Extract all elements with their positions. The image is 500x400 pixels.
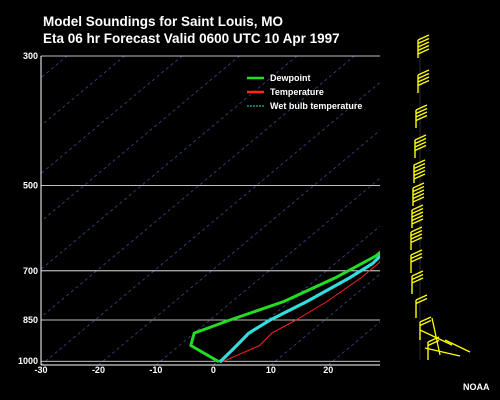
- wind-barb-surface: [444, 339, 471, 353]
- x-tick-label: 10: [266, 365, 276, 375]
- isotherm-line: [41, 56, 125, 127]
- skewed-isotherms: [0, 56, 500, 365]
- y-tick-label: 850: [23, 315, 38, 325]
- credit-label: NOAA: [463, 382, 490, 392]
- isotherm-line: [0, 56, 10, 365]
- x-tick-label: -30: [34, 365, 47, 375]
- wet-bulb-line: [219, 254, 380, 363]
- wind-barb: [415, 294, 428, 318]
- wind-barb: [411, 270, 424, 294]
- x-tick-label: -10: [149, 365, 162, 375]
- dewpoint-line: [189, 250, 380, 363]
- legend-label-dewpoint: Dewpoint: [270, 73, 311, 83]
- y-tick-label: 700: [23, 266, 38, 276]
- isotherm-line: [270, 273, 380, 365]
- isotherm-line: [41, 56, 183, 174]
- wind-barb: [411, 204, 424, 228]
- y-tick-label: 300: [23, 51, 38, 61]
- wind-barb-surface: [431, 317, 441, 356]
- legend-label-temperature: Temperature: [270, 87, 324, 97]
- wind-barb: [410, 226, 423, 250]
- chart-subtitle: Eta 06 hr Forecast Valid 0600 UTC 10 Apr…: [43, 31, 340, 46]
- wind-barb: [419, 316, 432, 340]
- wind-barb: [417, 69, 430, 93]
- wind-barb: [415, 104, 428, 128]
- x-tick-label: -20: [92, 365, 105, 375]
- y-tick-label: 1000: [18, 356, 38, 366]
- wind-barb: [412, 182, 425, 206]
- y-tick-label: 500: [23, 181, 38, 191]
- wind-barb: [413, 159, 426, 183]
- pressure-tick-labels: 300 500 700 850 1000: [18, 51, 38, 366]
- wind-barbs: [410, 34, 471, 360]
- isotherm-line: [41, 56, 240, 222]
- isotherm-line: [155, 177, 380, 365]
- wind-barb: [414, 134, 427, 158]
- wind-barb-surface: [424, 347, 461, 357]
- x-tick-label: 20: [323, 365, 333, 375]
- isotherm-line: [443, 56, 500, 365]
- legend-label-wetbulb: Wet bulb temperature: [270, 101, 362, 111]
- plot-area: [41, 56, 380, 365]
- isotherm-line: [98, 129, 380, 365]
- sounding-series: [189, 250, 380, 363]
- isotherm-line: [41, 81, 380, 365]
- wind-barb: [410, 249, 423, 273]
- isobar-lines: [40, 55, 380, 366]
- legend: Dewpoint Temperature Wet bulb temperatur…: [247, 73, 362, 111]
- isotherm-line: [213, 225, 380, 365]
- temperature-tick-labels: -30 -20 -10 0 10 20: [34, 365, 333, 375]
- x-tick-label: 0: [211, 365, 216, 375]
- isotherm-line: [386, 56, 500, 365]
- isotherm-line: [41, 56, 298, 270]
- temperature-line: [223, 260, 380, 362]
- chart-title: Model Soundings for Saint Louis, MO: [43, 14, 283, 29]
- isotherm-line: [41, 56, 355, 318]
- wind-barb: [417, 34, 430, 58]
